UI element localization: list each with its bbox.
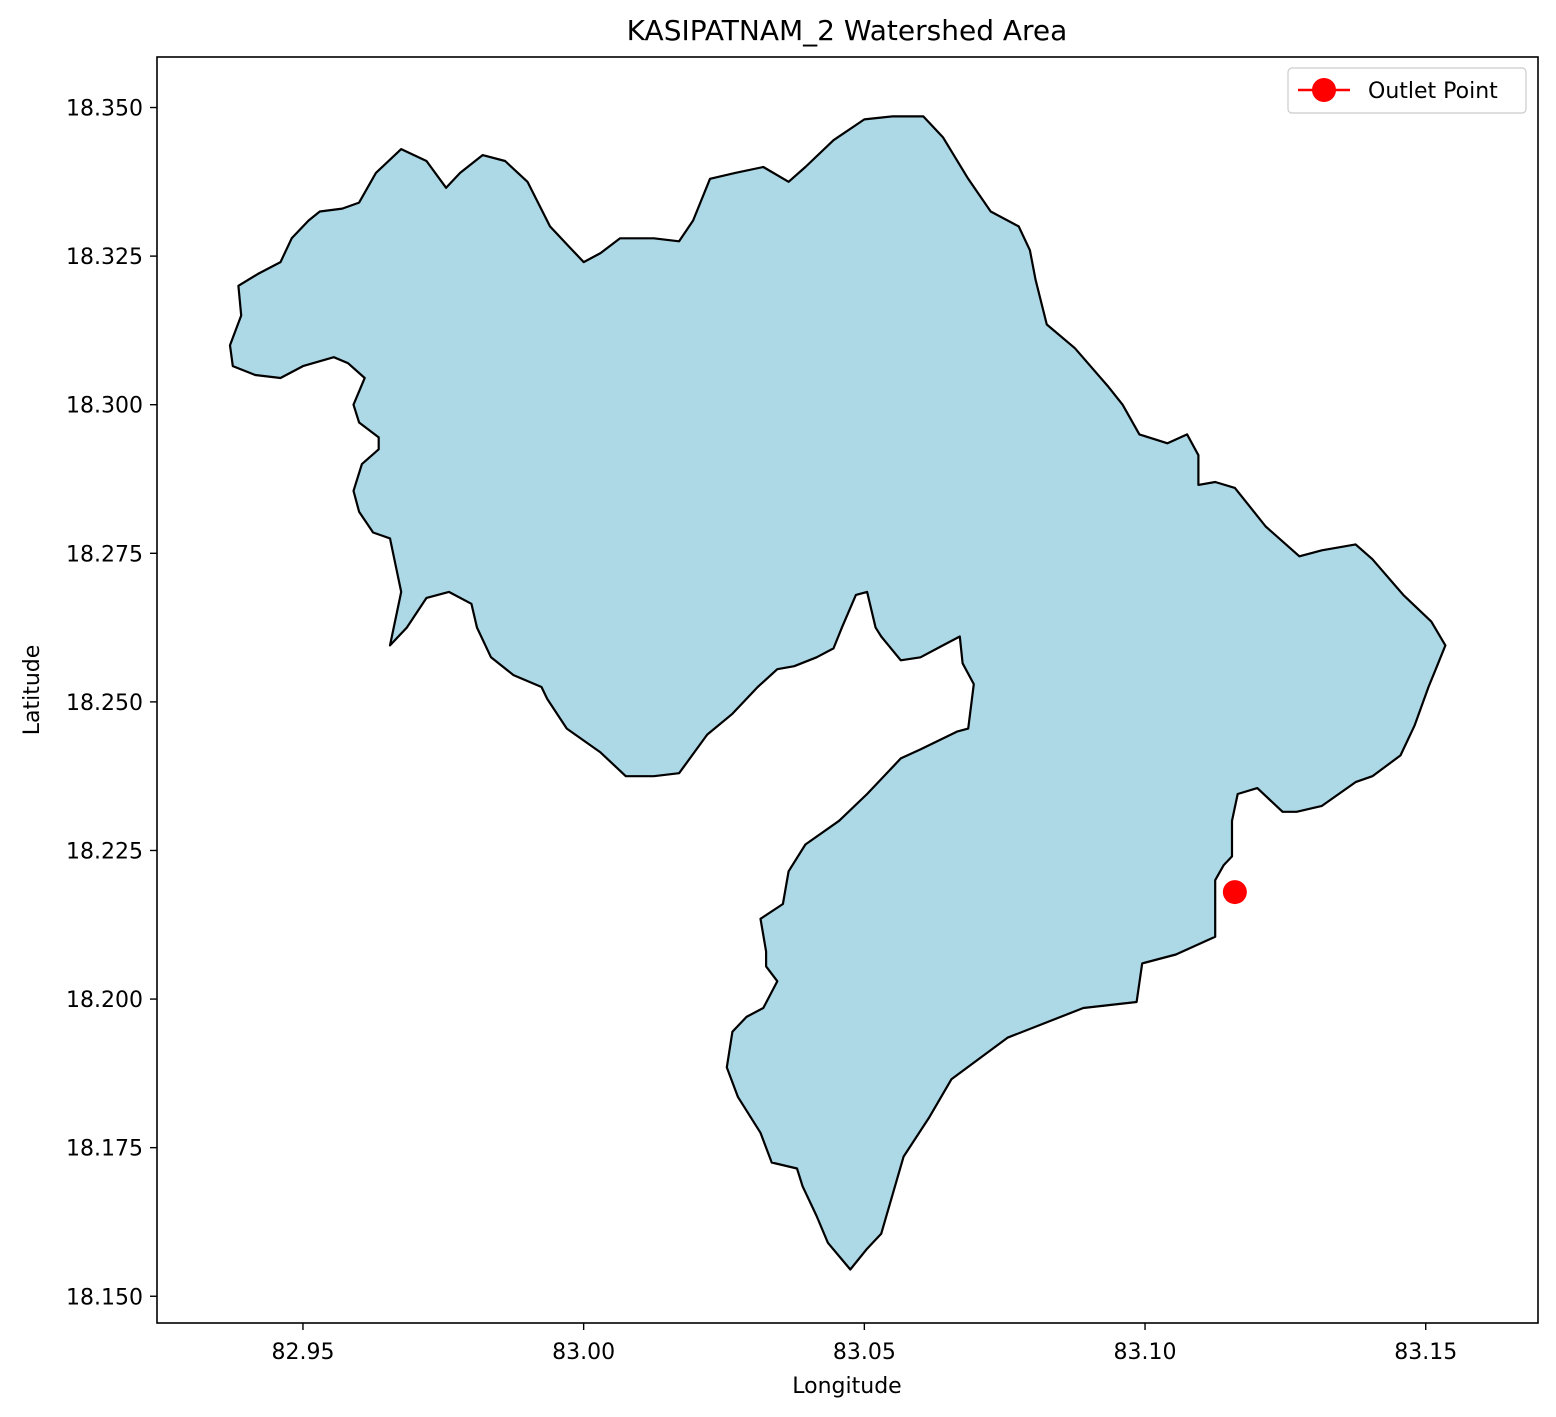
x-tick-label: 83.00 [552, 1340, 615, 1365]
legend-box [1287, 67, 1527, 114]
x-tick-label: 83.05 [833, 1340, 896, 1365]
y-tick-label: 18.150 [66, 1285, 143, 1310]
plot-area [228, 115, 1447, 1271]
y-tick-label: 18.250 [66, 691, 143, 716]
y-tick-label: 18.275 [66, 542, 143, 567]
y-tick-label: 18.300 [66, 394, 143, 419]
axis-ticks: 82.95 83.00 83.05 83.10 83.15 18.150 18.175 18.… [66, 97, 1457, 1365]
outlet-point-marker [1222, 880, 1247, 905]
watershed-polygon [228, 115, 1447, 1271]
legend: Outlet Point [1287, 67, 1527, 114]
chart-title: KASIPATNAM_2 Watershed Area [627, 14, 1068, 47]
x-tick-label: 83.10 [1114, 1340, 1177, 1365]
y-tick-label: 18.175 [66, 1137, 143, 1162]
x-tick-label: 82.95 [271, 1340, 334, 1365]
x-axis-label: Longitude [792, 1374, 901, 1399]
y-tick-label: 18.225 [66, 839, 143, 864]
y-tick-label: 18.325 [66, 245, 143, 270]
y-tick-label: 18.200 [66, 988, 143, 1013]
axes-frame [156, 56, 1539, 1324]
legend-marker-icon [1312, 78, 1336, 102]
y-axis-label: Latitude [20, 645, 45, 736]
x-tick-label: 83.15 [1394, 1340, 1457, 1365]
y-tick-label: 18.350 [66, 97, 143, 122]
legend-label-outlet: Outlet Point [1368, 79, 1498, 104]
